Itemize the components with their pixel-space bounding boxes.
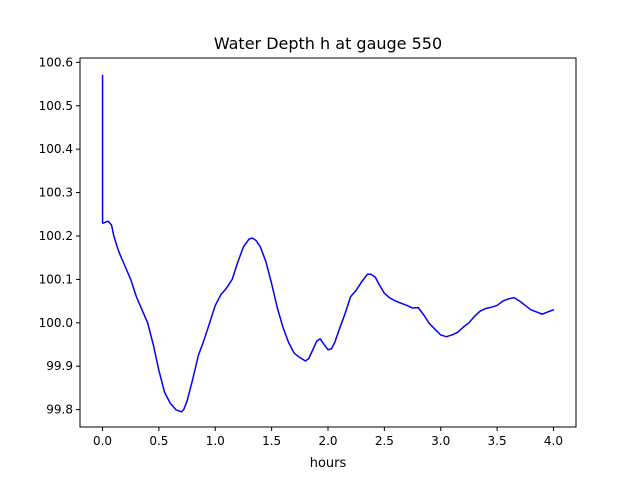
y-axis: 99.8 99.9 100.0 100.1 100.2 100.3 100.4 100.5 10…: [39, 55, 80, 417]
y-tick-label: 100.5: [39, 99, 73, 113]
plot-area: [79, 57, 577, 428]
y-tick-label: 100.4: [39, 142, 73, 156]
x-tick-label: 3.5: [488, 434, 507, 448]
y-tick-label: 100.2: [39, 229, 73, 243]
series-line-0: [101, 74, 555, 413]
chart-title: Water Depth h at gauge 550: [214, 34, 442, 53]
y-tick-label: 100.0: [39, 316, 73, 330]
x-tick-label: 4.0: [544, 434, 563, 448]
y-tick-label: 100.3: [39, 186, 73, 200]
x-tick-label: 1.5: [262, 434, 281, 448]
y-tick-label: 100.1: [39, 272, 73, 286]
x-tick-label: 0.0: [93, 434, 112, 448]
y-tick-label: 99.8: [46, 403, 73, 417]
x-tick-label: 3.0: [431, 434, 450, 448]
x-tick-label: 0.5: [149, 434, 168, 448]
x-axis: 0.0 0.5 1.0 1.5 2.0 2.5 3.0 3.5 4.0: [93, 427, 563, 448]
x-tick-label: 1.0: [206, 434, 225, 448]
x-axis-label: hours: [310, 456, 347, 471]
x-tick-label: 2.0: [318, 434, 337, 448]
y-tick-label: 100.6: [39, 55, 73, 69]
x-tick-label: 2.5: [375, 434, 394, 448]
y-tick-label: 99.9: [46, 359, 73, 373]
plot-frame: [79, 57, 577, 428]
